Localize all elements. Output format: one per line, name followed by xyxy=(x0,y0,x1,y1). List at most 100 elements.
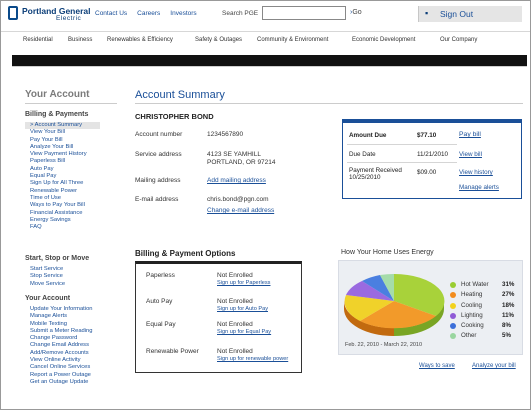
legend-percent: 31% xyxy=(502,281,515,288)
view-history-link[interactable]: View history xyxy=(459,169,493,176)
sidebar-item-manage-alerts[interactable]: Manage Alerts xyxy=(30,313,68,320)
pie-slice-other xyxy=(380,273,394,301)
sidebar-item-analyze-bill[interactable]: Analyze Your Bill xyxy=(30,143,74,150)
sidebar-item-cancel-online[interactable]: Cancel Online Services xyxy=(30,364,91,371)
email-label: E-mail address xyxy=(135,196,179,203)
investors-link[interactable]: Investors xyxy=(170,10,197,17)
service-address-label: Service address xyxy=(135,151,182,158)
legend-label: Other xyxy=(461,332,477,340)
sidebar-item-pay-bill[interactable]: Pay Your Bill xyxy=(30,136,63,143)
divider xyxy=(12,66,527,67)
sidebar-item-faq[interactable]: FAQ xyxy=(30,224,42,231)
add-mailing-address-link[interactable]: Add mailing address xyxy=(207,177,266,184)
pie-slice-hot-water xyxy=(394,273,445,316)
legend-item-hot-water: Hot Water 31% xyxy=(450,281,520,291)
sidebar-item-change-email[interactable]: Change Email Address xyxy=(30,342,89,349)
arrow-right-icon: › xyxy=(350,9,353,16)
legend-percent: 27% xyxy=(502,291,515,299)
sidebar-item-move-service[interactable]: Move Service xyxy=(30,280,66,287)
sidebar-item-paperless[interactable]: Paperless Bill xyxy=(30,158,66,165)
legend-item-heating: Heating 27% xyxy=(450,291,520,301)
divider xyxy=(347,162,457,163)
nav-community[interactable]: Community & Environment xyxy=(257,37,329,43)
contact-us-link[interactable]: Contact Us xyxy=(95,10,128,17)
sidebar-item-sign-up-all[interactable]: Sign Up for All Three xyxy=(30,180,84,187)
sidebar-item-auto-pay[interactable]: Auto Pay xyxy=(30,165,54,172)
billing-options-title: Billing & Payment Options xyxy=(135,249,236,258)
legend-percent: 11% xyxy=(502,311,515,319)
ways-to-save-link[interactable]: Ways to save xyxy=(419,363,455,369)
search-input[interactable] xyxy=(262,6,346,20)
manage-alerts-link[interactable]: Manage alerts xyxy=(459,184,499,191)
header: Portland General Electric Contact Us Car… xyxy=(0,0,531,28)
divider xyxy=(135,103,523,104)
sign-up-paperless-link[interactable]: Sign up for Paperless xyxy=(217,280,271,286)
payment-received-label: Payment Received xyxy=(349,167,402,174)
sidebar-item-payment-history[interactable]: View Payment History xyxy=(30,151,87,158)
pie-slice-cooling xyxy=(344,295,394,321)
nav-economic[interactable]: Economic Development xyxy=(352,37,416,43)
nav-business[interactable]: Business xyxy=(68,37,93,43)
sidebar-item-update-info[interactable]: Update Your Information xyxy=(30,306,93,312)
legend-item-lighting: Lighting 11% xyxy=(450,312,520,322)
sidebar-item-mobile-texting[interactable]: Mobile Texting xyxy=(30,320,67,327)
amount-due-panel: Amount Due $77.10 Pay bill Due Date 11/2… xyxy=(342,119,522,199)
careers-link[interactable]: Careers xyxy=(137,10,161,17)
nav-safety[interactable]: Safety & Outages xyxy=(195,37,243,43)
legend-percent: 5% xyxy=(502,332,511,340)
sidebar-item-change-password[interactable]: Change Password xyxy=(30,335,78,342)
mailing-address-label: Mailing address xyxy=(135,177,181,184)
option-paperless-label: Paperless xyxy=(146,272,175,279)
option-equal-pay-status: Not Enrolled xyxy=(217,321,253,328)
option-auto-pay-status: Not Enrolled xyxy=(217,298,253,305)
sign-up-equal-pay-link[interactable]: Sign up for Equal Pay xyxy=(217,329,272,335)
sign-out-button[interactable]: ▪ Sign Out xyxy=(418,6,522,22)
nav-renewables[interactable]: Renewables & Efficiency xyxy=(107,37,173,43)
view-bill-link[interactable]: View bill xyxy=(459,151,482,158)
sidebar-item-account-summary[interactable]: > Account Summary xyxy=(25,122,100,130)
pie-slice-heating xyxy=(360,301,436,329)
due-date-value: 11/21/2010 xyxy=(417,151,449,158)
sidebar-item-view-bill[interactable]: View Your Bill xyxy=(30,129,66,136)
logo-mark-icon xyxy=(8,6,18,20)
sidebar-item-renewable[interactable]: Renewable Power xyxy=(30,187,78,194)
sidebar-item-start-service[interactable]: Start Service xyxy=(30,266,64,272)
hero-bar xyxy=(12,55,527,66)
sidebar-item-ways-to-pay[interactable]: Ways to Pay Your Bill xyxy=(30,202,85,209)
amount-due-value: $77.10 xyxy=(417,132,437,139)
legend-dot xyxy=(450,323,456,330)
sidebar-item-report-outage[interactable]: Report a Power Outage xyxy=(30,371,91,378)
sidebar-item-energy-savings[interactable]: Energy Savings xyxy=(30,216,71,223)
analyze-bill-link[interactable]: Analyze your bill xyxy=(472,363,516,369)
option-paperless-status: Not Enrolled xyxy=(217,272,253,279)
sign-up-auto-pay-link[interactable]: Sign up for Auto Pay xyxy=(217,306,268,312)
sidebar-item-outage-update[interactable]: Get an Outage Update xyxy=(30,378,89,385)
sidebar-start-stop-list: Start Service Stop Service Move Service xyxy=(30,266,65,288)
go-button[interactable]: ›Go xyxy=(350,9,362,16)
sidebar-item-add-remove-accounts[interactable]: Add/Remove Accounts xyxy=(30,349,89,356)
search-label: Search PGE xyxy=(222,10,259,17)
change-email-link[interactable]: Change e-mail address xyxy=(207,207,275,214)
sidebar-item-online-activity[interactable]: View Online Activity xyxy=(30,357,81,364)
energy-title: How Your Home Uses Energy xyxy=(341,249,434,256)
sidebar-item-time-of-use[interactable]: Time of Use xyxy=(30,194,62,201)
sign-out-label: Sign Out xyxy=(440,9,474,19)
pge-logo[interactable]: Portland General Electric xyxy=(8,6,91,23)
sign-up-renewable-link[interactable]: Sign up for renewable power xyxy=(217,356,289,362)
account-number-label: Account number xyxy=(135,131,183,138)
sidebar-item-meter-reading[interactable]: Submit a Meter Reading xyxy=(30,327,93,334)
go-label: Go xyxy=(352,9,362,16)
sidebar-title: Your Account xyxy=(25,89,90,100)
energy-date-range: Feb. 22, 2010 - March 22, 2010 xyxy=(345,342,423,348)
sidebar-item-financial[interactable]: Financial Assistance xyxy=(30,209,83,216)
pay-bill-link[interactable]: Pay bill xyxy=(459,131,481,138)
legend-label: Hot Water xyxy=(461,281,489,288)
nav-residential[interactable]: Residential xyxy=(23,37,53,43)
nav-our-company[interactable]: Our Company xyxy=(440,37,478,43)
sidebar-item-stop-service[interactable]: Stop Service xyxy=(30,273,63,280)
page-title: Account Summary xyxy=(135,89,225,101)
sidebar-item-equal-pay[interactable]: Equal Pay xyxy=(30,173,57,180)
legend-dot xyxy=(450,302,456,309)
legend-item-cooking: Cooking 8% xyxy=(450,322,520,332)
divider xyxy=(25,103,117,104)
